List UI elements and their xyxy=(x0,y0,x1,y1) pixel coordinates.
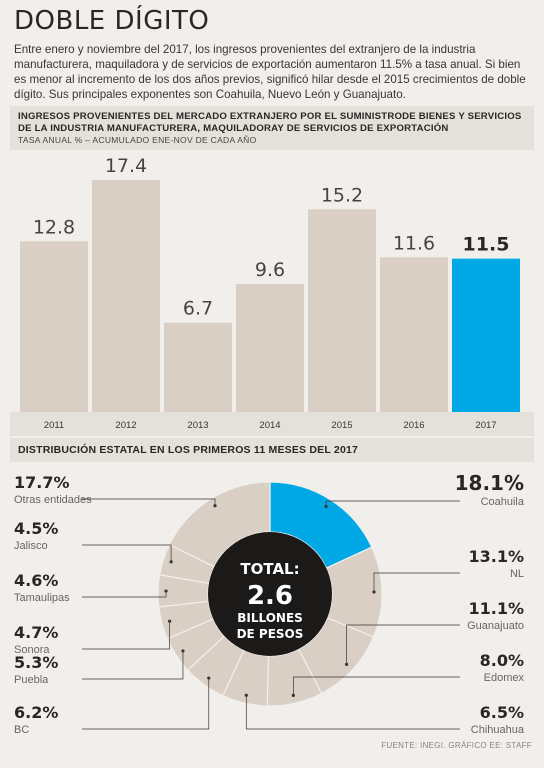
donut-center-text: DE PESOS xyxy=(237,627,304,641)
bar-value-label: 6.7 xyxy=(183,298,213,320)
slice-percent-label: 18.1% xyxy=(455,471,524,495)
slice-name-label: Sonora xyxy=(14,644,50,656)
leader-line xyxy=(293,676,460,696)
slice-percent-label: 4.6% xyxy=(14,571,58,590)
slice-name-label: Tamaulipas xyxy=(14,592,70,604)
bar-2017 xyxy=(452,258,520,412)
donut-center-text: TOTAL: xyxy=(240,560,299,578)
x-tick-label: 2012 xyxy=(115,420,136,431)
slice-percent-label: 13.1% xyxy=(468,547,524,566)
x-tick-label: 2015 xyxy=(331,420,352,431)
leader-dot xyxy=(207,676,211,680)
leader-dot xyxy=(244,693,248,697)
leader-line xyxy=(82,544,172,562)
donut-center xyxy=(208,532,332,656)
bar-value-label: 9.6 xyxy=(255,259,285,281)
leader-line xyxy=(373,572,460,593)
leader-line xyxy=(82,591,167,598)
leader-line xyxy=(245,695,460,730)
bar-chart-title: INGRESOS PROVENIENTES DEL MERCADO EXTRAN… xyxy=(18,111,522,134)
slice-percent-label: 17.7% xyxy=(14,473,70,492)
bar-2012 xyxy=(92,180,160,412)
leader-dot xyxy=(164,589,168,593)
page-title: DOBLE DÍGITO xyxy=(14,6,210,36)
leader-line xyxy=(82,678,210,730)
x-tick-label: 2011 xyxy=(44,420,64,431)
leader-line xyxy=(325,500,460,507)
x-tick-label: 2013 xyxy=(187,420,208,431)
leader-dot xyxy=(324,504,328,509)
slice-percent-label: 6.5% xyxy=(480,703,524,722)
leader-line xyxy=(346,624,460,665)
x-axis-band xyxy=(10,412,534,436)
bar-value-label: 11.5 xyxy=(463,234,510,256)
bar-chart-header: INGRESOS PROVENIENTES DEL MERCADO EXTRAN… xyxy=(10,106,534,150)
leader-dot xyxy=(169,560,173,564)
bar-2015 xyxy=(308,209,376,412)
slice-name-label: Puebla xyxy=(14,674,49,686)
slice-name-label: BC xyxy=(14,724,29,736)
donut-chart-header: DISTRIBUCIÓN ESTATAL EN LOS PRIMEROS 11 … xyxy=(10,438,534,462)
bar-2014 xyxy=(236,284,304,412)
leader-line xyxy=(82,621,170,650)
bar-value-label: 15.2 xyxy=(321,184,363,206)
slice-percent-label: 5.3% xyxy=(14,653,58,672)
leader-dot xyxy=(372,590,376,594)
bar-chart-subtitle: TASA ANUAL % – ACUMULADO ENE-NOV DE CADA… xyxy=(18,135,257,145)
bar-value-label: 12.8 xyxy=(33,216,75,238)
slice-name-label: Edomex xyxy=(484,672,525,684)
slice-percent-label: 8.0% xyxy=(480,651,524,670)
source-note: FUENTE: INEGI. GRÁFICO EE: STAFF xyxy=(381,741,532,750)
leader-line xyxy=(82,498,216,506)
slice-percent-label: 4.5% xyxy=(14,519,58,538)
leader-dot xyxy=(291,693,295,697)
donut-center-text: 2.6 xyxy=(247,581,293,611)
slice-name-label: Otras entidades xyxy=(14,494,92,506)
leader-dot xyxy=(344,662,349,666)
bar-2013 xyxy=(164,322,232,412)
donut-chart-title: DISTRIBUCIÓN ESTATAL EN LOS PRIMEROS 11 … xyxy=(18,444,359,456)
leader-dot xyxy=(181,649,185,653)
slice-percent-label: 6.2% xyxy=(14,703,58,722)
slice-name-label: NL xyxy=(510,568,524,580)
leader-dot xyxy=(213,504,217,508)
x-tick-label: 2017 xyxy=(475,420,496,431)
bar-value-label: 17.4 xyxy=(105,155,147,177)
slice-percent-label: 11.1% xyxy=(468,599,524,618)
bar-2016 xyxy=(380,257,448,412)
bar-value-label: 11.6 xyxy=(393,232,435,254)
slice-name-label: Guanajuato xyxy=(467,620,524,632)
leader-line xyxy=(82,650,184,680)
slice-percent-label: 4.7% xyxy=(14,623,58,642)
bar-2011 xyxy=(20,241,88,412)
bar-chart: 12.8 2011 17.4 2012 6.7 2013 9.6 2014 15.2 2015 11… xyxy=(10,155,534,436)
slice-name-label: Jalisco xyxy=(14,540,48,552)
intro-paragraph: Entre enero y noviembre del 2017, los in… xyxy=(14,43,526,101)
x-tick-label: 2014 xyxy=(259,420,280,431)
donut-center-text: BILLONES xyxy=(237,611,303,625)
leader-dot xyxy=(168,619,172,623)
slice-name-label: Chihuahua xyxy=(471,724,525,736)
x-tick-label: 2016 xyxy=(403,420,424,431)
slice-name-label: Coahuila xyxy=(481,496,525,508)
